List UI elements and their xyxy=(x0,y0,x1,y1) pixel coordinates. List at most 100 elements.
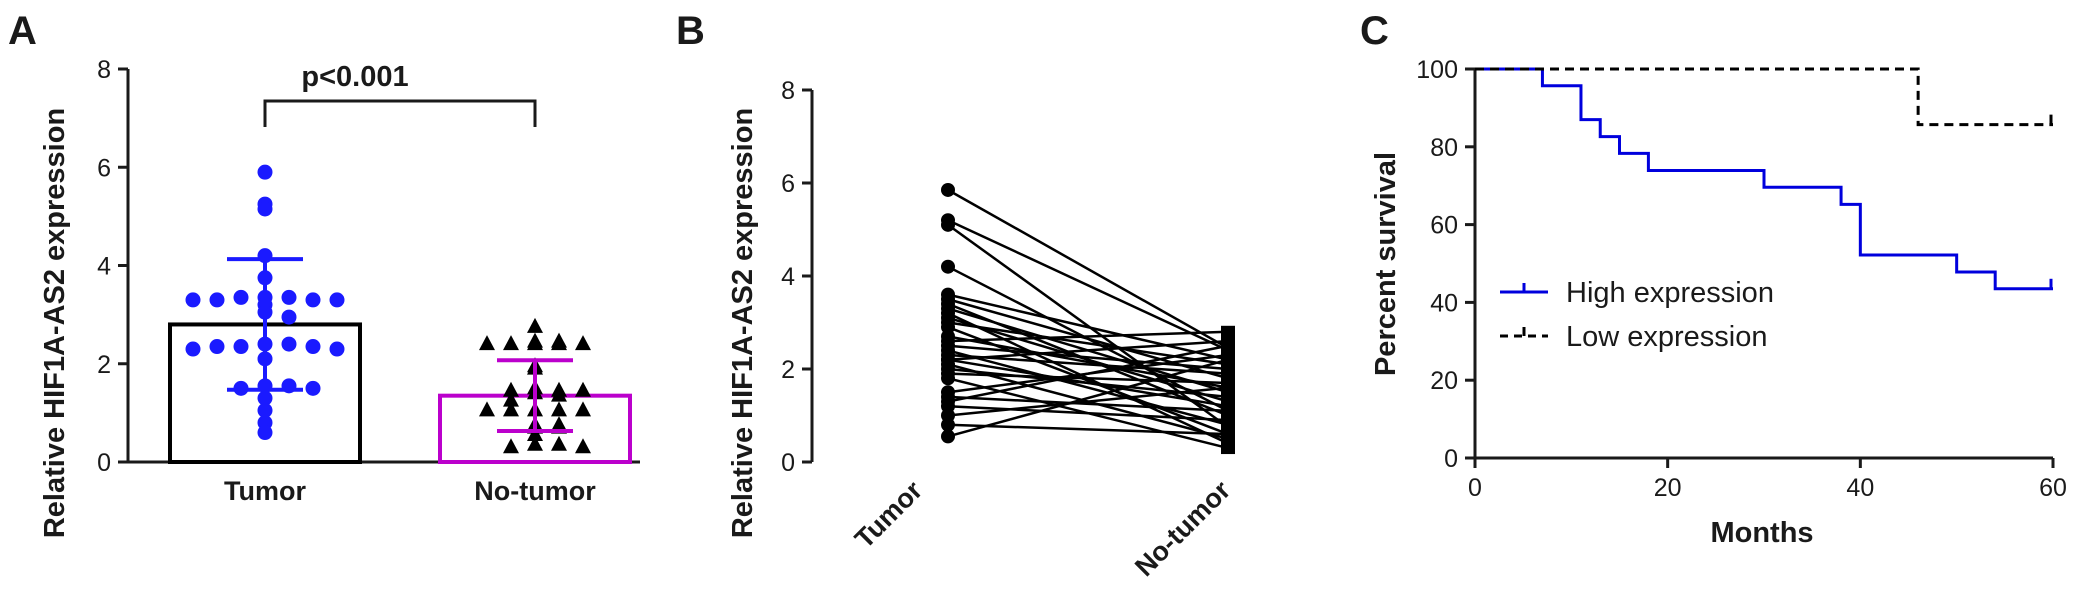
panel-c-legend: High expression Low expression xyxy=(1500,277,1774,353)
panel-c-x-tick-label: 40 xyxy=(1846,474,1874,502)
panel-a-category-no-tumor: No-tumor xyxy=(474,476,596,506)
panel-a-point-no-tumor xyxy=(527,435,543,451)
panel-a-point-no-tumor xyxy=(575,438,591,454)
panel-b-point-tumor xyxy=(941,417,955,432)
panel-b-point-no-tumor xyxy=(1221,353,1235,366)
panel-label-a: A xyxy=(8,9,37,53)
panel-a-point-tumor xyxy=(281,309,297,325)
panel-b-y-axis-label: Relative HIF1A-AS2 expression xyxy=(727,108,759,538)
panel-a-point-tumor xyxy=(305,339,321,355)
panel-a-y-axis-label: Relative HIF1A-AS2 expression xyxy=(39,108,71,538)
panel-a-point-tumor xyxy=(185,341,201,357)
panel-b-point-no-tumor xyxy=(1221,390,1235,403)
panel-b-point-no-tumor xyxy=(1221,339,1235,352)
panel-b-pair-line xyxy=(947,404,1229,422)
panel-b-pair-line xyxy=(947,316,1229,403)
panel-a-point-tumor xyxy=(257,425,273,441)
panel-b-point-no-tumor xyxy=(1221,414,1235,427)
panel-a-scatter-bar-chart: Relative HIF1A-AS2 expression p<0.001 Tu… xyxy=(39,56,640,538)
panel-b-category-no-tumor: No-tumor xyxy=(1129,475,1236,582)
panel-b-y-tick-label: 6 xyxy=(781,170,795,198)
panel-a-point-no-tumor xyxy=(479,335,495,351)
panel-b-point-no-tumor xyxy=(1221,428,1235,441)
panel-a-point-tumor xyxy=(281,336,297,352)
panel-b-point-no-tumor xyxy=(1221,404,1235,417)
panel-a-point-tumor xyxy=(281,289,297,305)
panel-b-y-tick-label: 2 xyxy=(781,356,795,384)
panel-a-y-tick-label: 0 xyxy=(97,449,111,477)
panel-c-y-tick-label: 0 xyxy=(1444,445,1458,473)
panel-a-point-no-tumor xyxy=(503,438,519,454)
panel-a-point-no-tumor xyxy=(479,401,495,417)
panel-b-pair-line xyxy=(947,372,1229,385)
panel-b-pair-line xyxy=(947,219,1229,352)
panel-b-point-no-tumor xyxy=(1221,372,1235,385)
panel-b-category-tumor: Tumor xyxy=(849,475,929,555)
panel-c-y-tick-label: 80 xyxy=(1430,134,1458,162)
panel-a-point-no-tumor xyxy=(551,386,567,402)
panel-b-y-tick-label: 8 xyxy=(781,77,795,105)
panel-a-point-tumor xyxy=(257,164,273,180)
panel-b-pair-line xyxy=(947,423,1229,436)
panel-c-x-axis-label: Months xyxy=(1710,517,1813,549)
panel-b-y-tick-label: 4 xyxy=(781,263,795,291)
panel-b-pair-line xyxy=(947,344,1229,403)
panel-c-y-tick-label: 40 xyxy=(1430,289,1458,317)
panel-a-point-tumor xyxy=(233,339,249,355)
panel-a-point-no-tumor xyxy=(575,335,591,351)
panel-a-y-tick-label: 4 xyxy=(97,253,111,281)
panel-b-y-tick-label: 0 xyxy=(781,449,795,477)
panel-label-b: B xyxy=(676,9,705,53)
panel-a-point-no-tumor xyxy=(503,391,519,407)
panel-a-point-no-tumor xyxy=(503,401,519,417)
panel-b-pair-line xyxy=(947,358,1229,438)
panel-a-point-no-tumor xyxy=(575,381,591,397)
panel-c-y-axis-label: Percent survival xyxy=(1370,152,1402,376)
panel-b-point-tumor xyxy=(941,259,955,274)
panel-b-point-tumor xyxy=(941,334,955,349)
panel-b-pair-line xyxy=(947,298,1229,380)
legend-low-expression-label: Low expression xyxy=(1566,321,1768,353)
panel-a-point-no-tumor xyxy=(527,335,543,351)
panel-a-point-tumor xyxy=(185,292,201,308)
panel-a-point-no-tumor xyxy=(551,335,567,351)
panel-a-p-value: p<0.001 xyxy=(301,61,408,93)
panel-b-point-tumor xyxy=(941,217,955,232)
panel-c-survival-chart: Percent survival Months High expression … xyxy=(1370,56,2067,549)
panel-a-y-tick-label: 8 xyxy=(97,56,111,84)
panel-c-curve-high-expression xyxy=(1475,67,2053,291)
panel-c-curve-low-expression xyxy=(1475,67,2053,127)
panel-b-pair-line xyxy=(947,349,1229,427)
panel-a-point-tumor xyxy=(209,292,225,308)
panel-a-y-tick-label: 6 xyxy=(97,154,111,182)
panel-a-category-tumor: Tumor xyxy=(224,476,306,506)
panel-a-point-tumor xyxy=(329,341,345,357)
panel-a-point-tumor xyxy=(209,339,225,355)
panel-a-point-no-tumor xyxy=(503,381,519,397)
panel-b-paired-line-chart: Relative HIF1A-AS2 expression Tumor No-t… xyxy=(727,77,1237,582)
panel-a-point-no-tumor xyxy=(551,435,567,451)
panel-b-point-tumor xyxy=(941,429,955,444)
panel-a-point-tumor xyxy=(329,292,345,308)
panel-b-pair-line xyxy=(947,353,1229,375)
panel-c-y-tick-label: 100 xyxy=(1416,56,1458,84)
panel-a-point-tumor xyxy=(305,292,321,308)
panel-b-pair-line xyxy=(947,330,1229,343)
panel-a-point-no-tumor xyxy=(503,335,519,351)
panel-c-y-tick-label: 60 xyxy=(1430,212,1458,240)
panel-a-point-no-tumor xyxy=(575,401,591,417)
panel-b-point-tumor xyxy=(941,371,955,386)
panel-a-y-tick-label: 2 xyxy=(97,351,111,379)
panel-b-pair-line xyxy=(947,321,1229,366)
panel-a-point-tumor xyxy=(305,380,321,396)
panel-b-pair-line xyxy=(947,188,1229,350)
panel-a-point-no-tumor xyxy=(551,401,567,417)
panel-a-point-no-tumor xyxy=(527,317,543,333)
panel-c-x-tick-label: 0 xyxy=(1468,474,1482,502)
panel-c-x-tick-label: 60 xyxy=(2039,474,2067,502)
panel-a-point-tumor xyxy=(257,201,273,217)
panel-b-pair-line xyxy=(947,386,1229,417)
panel-a-point-no-tumor xyxy=(527,425,543,441)
panel-a-point-tumor xyxy=(233,289,249,305)
